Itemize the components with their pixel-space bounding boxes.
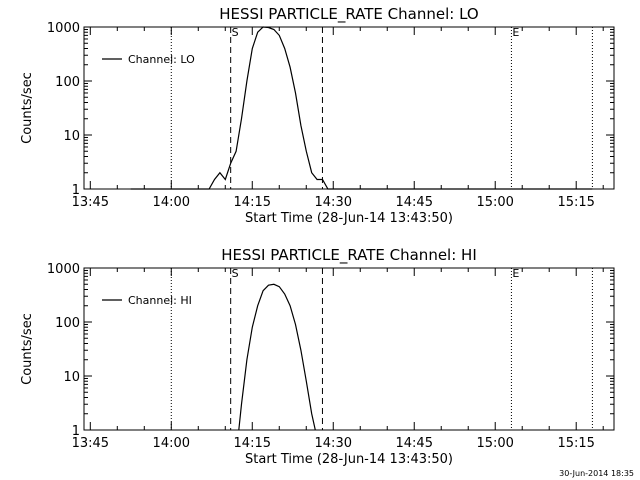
panel1-marker-label-s: S — [232, 26, 239, 39]
panel1-title: HESSI PARTICLE_RATE Channel: LO — [219, 5, 478, 24]
panel1-marker-label-e: E — [512, 26, 519, 39]
panel1-plot-frame — [83, 26, 615, 190]
panel2-y-tick-label: 1 — [72, 424, 80, 439]
panel1-x-tick-label: 15:15 — [557, 195, 594, 210]
panel1-y-axis-label: Counts/sec — [20, 72, 35, 144]
panel1-legend-label: Channel: LO — [128, 53, 195, 66]
panel2-y-tick-label: 1000 — [47, 262, 80, 277]
footer-timestamp: 30-Jun-2014 18:35 — [559, 469, 634, 478]
panel1-y-tick-label: 100 — [55, 75, 80, 90]
panel1-x-tick-label: 15:00 — [476, 195, 513, 210]
panel1-y-tick-label: 10 — [63, 129, 80, 144]
panel1-x-tick-label: 14:30 — [315, 195, 352, 210]
panel2-x-tick-label: 14:30 — [315, 436, 352, 451]
panel1-x-tick-label: 14:45 — [396, 195, 433, 210]
panel2-series-line-0 — [238, 283, 316, 431]
panel1-x-tick-label: 13:45 — [72, 195, 109, 210]
panel2-x-tick-label: 15:15 — [557, 436, 594, 451]
panel2-y-axis-label: Counts/sec — [20, 313, 35, 385]
panel2-plot-frame — [83, 267, 615, 431]
panel2-y-tick-label: 100 — [55, 316, 80, 331]
panel2-legend-label: Channel: HI — [128, 294, 192, 307]
panel1-x-tick-label: 14:00 — [153, 195, 190, 210]
panel2-x-tick-label: 13:45 — [72, 436, 109, 451]
panel2-y-tick-label: 10 — [63, 370, 80, 385]
panel2-title: HESSI PARTICLE_RATE Channel: HI — [221, 246, 477, 265]
panel1-y-tick-label: 1000 — [47, 21, 80, 36]
panel1-series-line-0 — [130, 26, 593, 190]
panel1-y-tick-label: 1 — [72, 183, 80, 198]
panel2-x-axis-label: Start Time (28-Jun-14 13:43:50) — [245, 452, 453, 467]
panel2-marker-label-e: E — [512, 267, 519, 280]
panel2-x-tick-label: 14:00 — [153, 436, 190, 451]
panel2-x-tick-label: 14:15 — [234, 436, 271, 451]
panel2-marker-label-s: S — [232, 267, 239, 280]
panel1-x-axis-label: Start Time (28-Jun-14 13:43:50) — [245, 211, 453, 226]
panel1-x-tick-label: 14:15 — [234, 195, 271, 210]
panel2-x-tick-label: 14:45 — [396, 436, 433, 451]
panel2-x-tick-label: 15:00 — [476, 436, 513, 451]
